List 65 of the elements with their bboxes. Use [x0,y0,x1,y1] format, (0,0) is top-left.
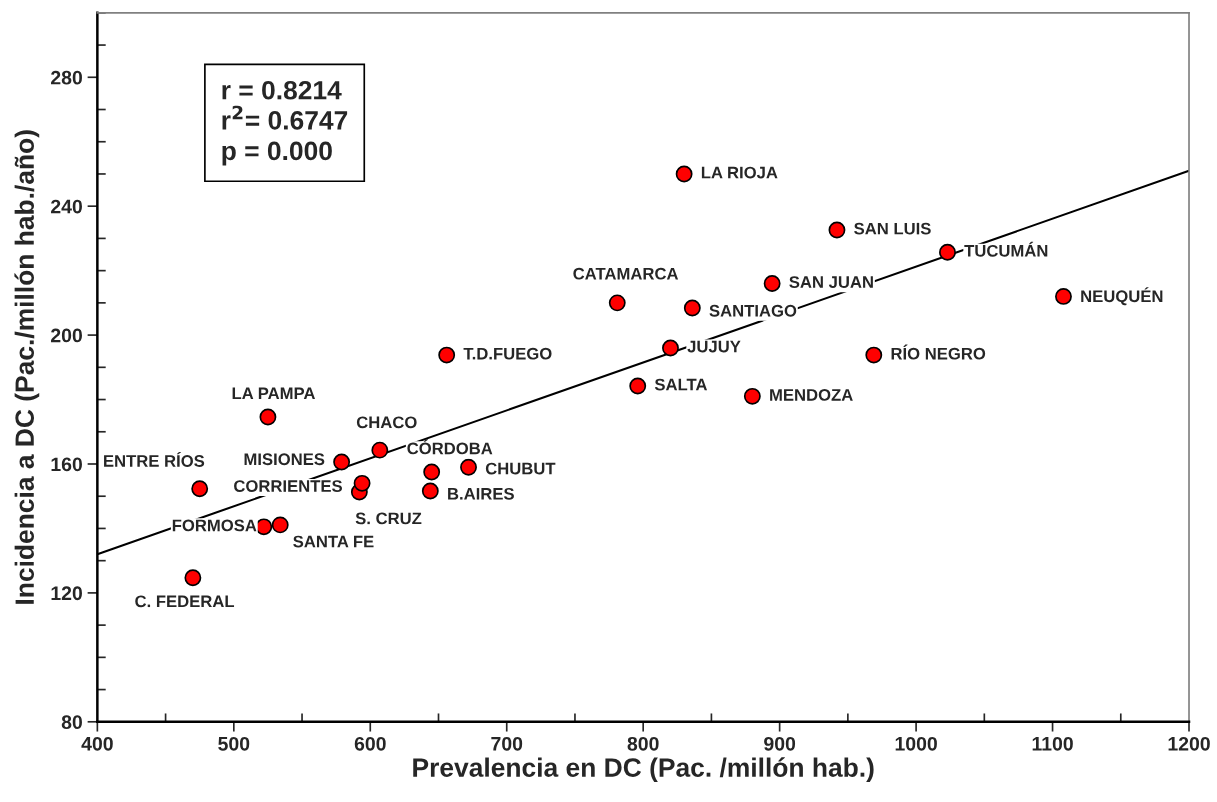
point [371,441,389,459]
data-label: MISIONES [244,453,325,466]
point [421,482,439,500]
data-label: CÓRDOBA [407,439,493,455]
point [353,474,371,492]
x-tick-label: 1100 [1032,736,1073,751]
point [191,480,209,498]
data-label: MENDOZA [770,388,853,401]
data-label: CATAMARCA [573,267,679,280]
x-tick-label: 1000 [895,736,937,751]
data-label: NEUQUÉN [1081,287,1163,306]
y-tick-label: 280 [51,70,82,85]
x-axis-title: Prevalencia en DC (Pac. /millón hab.) [413,757,874,783]
point [662,339,679,357]
data-label: CORRIENTES [234,480,342,492]
y-tick-label: 240 [51,199,82,214]
y-tick-label: 200 [51,328,82,343]
data-label: T.D.FUEGO [463,347,552,360]
data-label: C. FEDERAL [135,595,235,608]
point [743,387,761,405]
point [255,518,273,536]
point [675,165,693,183]
point [683,299,701,317]
point [1055,287,1072,305]
annotation: r = 0.8214 r$^{2}$= 0.6747 p = 0.000 [222,80,348,166]
x-tick-label: 800 [627,736,659,751]
data-label: RÍO NEGRO [891,344,986,360]
point [333,453,351,471]
data-label: SAN LUIS [854,222,931,235]
point [763,275,781,292]
point [828,221,846,239]
point [865,346,883,364]
point [259,408,277,426]
point [608,294,626,312]
y-tick-label: 80 [61,715,82,730]
x-tick-label: 700 [491,736,523,751]
data-label: SALTA [654,378,708,391]
data-label: S. CRUZ [355,512,422,525]
data-label: FORMOSA [172,519,257,532]
data-label: LA RIOJA [701,166,778,179]
point [184,569,202,587]
x-tick-label: 500 [218,736,250,751]
x-tick-label: 400 [81,736,113,751]
x-tick-label: 600 [354,736,386,751]
data-label: LA PAMPA [232,387,316,400]
point [438,346,456,364]
data-label: CHACO [356,416,417,429]
data-label: SANTIAGO [709,304,797,317]
data-label: CHUBUT [485,462,556,475]
point [629,377,647,395]
data-label: SANTA FE [293,535,374,548]
data-label: TUCUMÁN [964,241,1048,257]
point [939,243,956,261]
point [423,463,441,481]
x-tick-label: 1200 [1168,736,1210,751]
y-tick-label: 120 [51,586,82,601]
data-label: JUJUY [687,340,741,353]
point [271,516,289,534]
data-label: SAN JUAN [789,276,873,288]
x-tick-label: 900 [764,736,796,751]
y-tick-label: 160 [51,457,82,472]
y-axis-title: Incidencia a DC (Pac./millón hab./año) [14,130,40,604]
point [460,458,477,476]
data-label: B.AIRES [448,487,514,500]
data-label: ENTRE RÍOS [104,451,205,467]
